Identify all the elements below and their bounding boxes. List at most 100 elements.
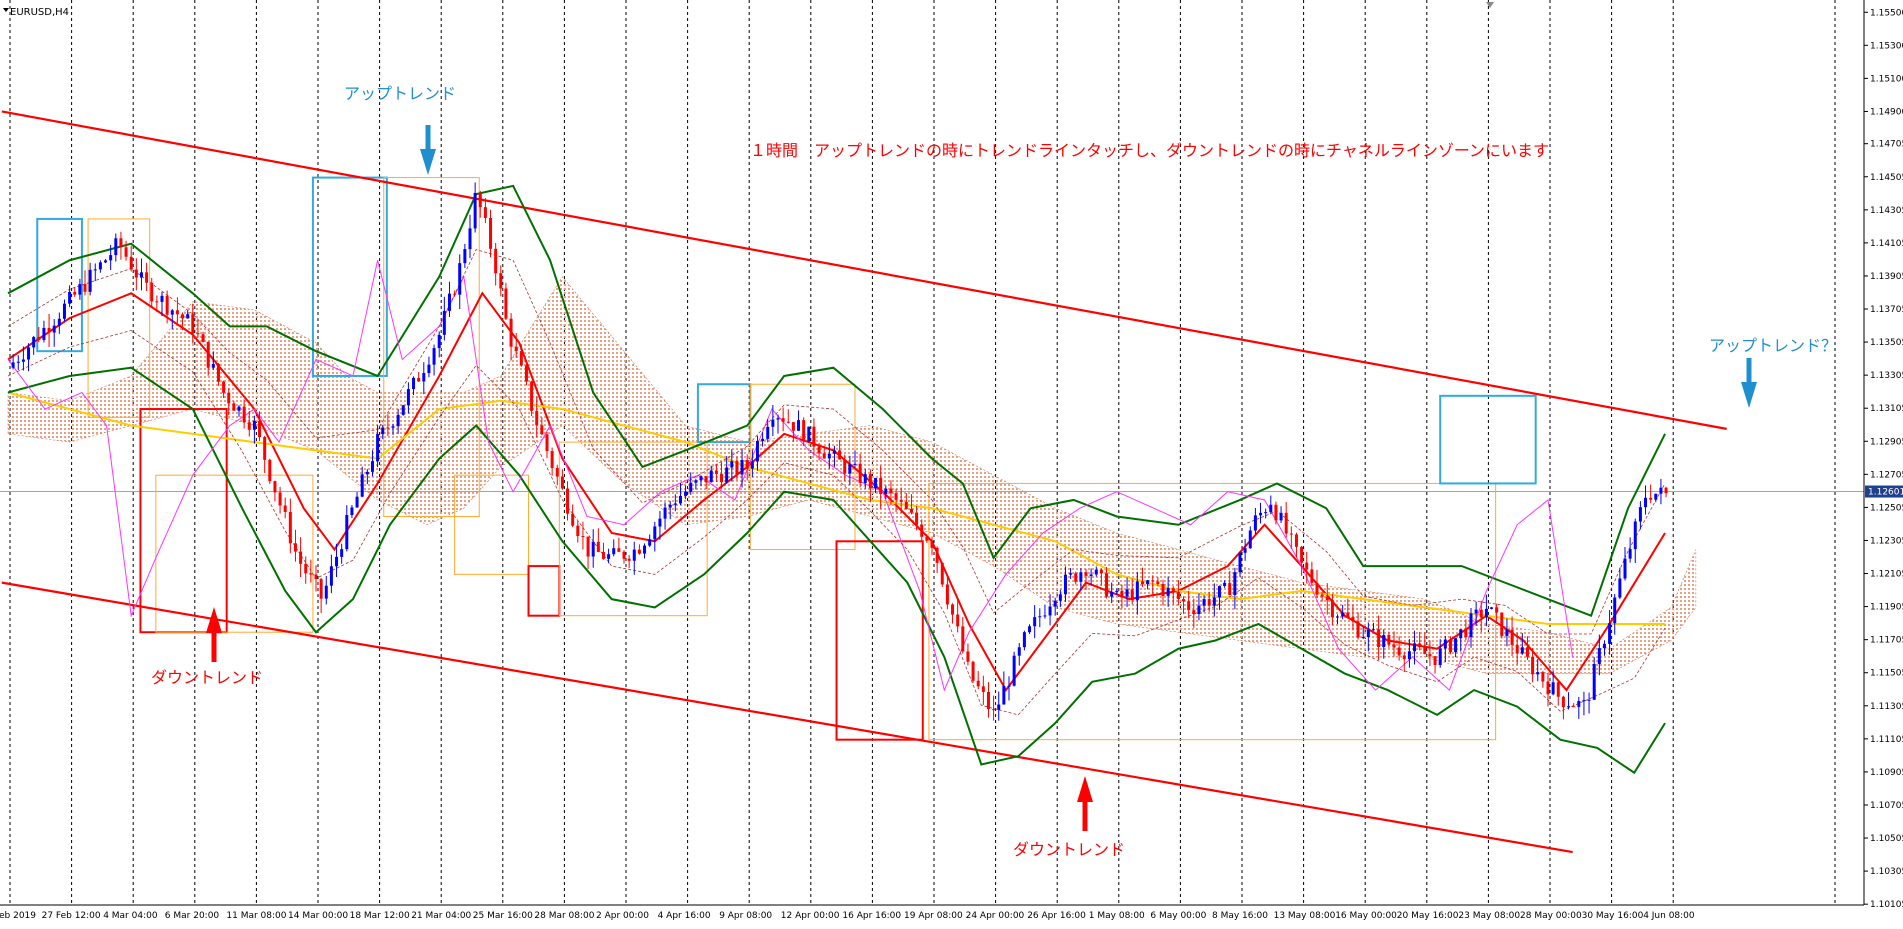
x-tick-label: 1 May 08:00 xyxy=(1089,911,1145,921)
candle-body xyxy=(607,554,611,559)
candle-body xyxy=(1659,487,1663,494)
candle-body xyxy=(1413,643,1417,652)
candle-body xyxy=(62,303,66,319)
candle-body xyxy=(1320,594,1324,597)
candle-body xyxy=(596,541,600,552)
candle-body xyxy=(956,614,960,627)
candle-body xyxy=(216,363,220,382)
candle-body xyxy=(997,704,1001,710)
candle-body xyxy=(766,426,770,439)
candle-body xyxy=(586,536,590,557)
orange-zone-box xyxy=(383,177,480,517)
candle-body xyxy=(1094,569,1098,575)
candle-body xyxy=(175,310,179,315)
x-tick-label: 28 Mar 08:00 xyxy=(534,911,594,921)
candle-body xyxy=(560,476,564,489)
candle-body xyxy=(350,507,354,516)
candle-body xyxy=(1351,616,1355,622)
up-zone-box xyxy=(311,176,388,377)
candle-body xyxy=(673,503,677,505)
y-tick-label: 1.14105 xyxy=(1870,239,1903,249)
candle-body xyxy=(504,288,508,319)
candle-body xyxy=(915,512,919,525)
candle-body xyxy=(483,207,487,219)
candle-body xyxy=(1033,617,1037,627)
candle-body xyxy=(119,238,123,248)
candle-body xyxy=(1207,599,1211,606)
uptrend-label-top: アップトレンド xyxy=(344,84,456,103)
candle-body xyxy=(812,426,816,447)
candle-body xyxy=(591,541,595,557)
candle-body xyxy=(720,473,724,483)
candle-body xyxy=(478,192,482,208)
candle-body xyxy=(232,403,236,411)
candle-body xyxy=(1448,639,1452,653)
candle-body xyxy=(1613,597,1617,624)
bollinger-lower-line xyxy=(7,366,1666,775)
candle-body xyxy=(1536,672,1540,675)
candle-body xyxy=(781,418,785,422)
candles xyxy=(11,182,1668,721)
y-tick-label: 1.13505 xyxy=(1870,338,1903,348)
candle-body xyxy=(1644,497,1648,508)
candle-body xyxy=(145,272,149,283)
candle-body xyxy=(1259,512,1263,516)
candle-body xyxy=(222,381,226,393)
y-tick-label: 1.12505 xyxy=(1870,503,1903,513)
candle-body xyxy=(1484,608,1488,618)
candle-body xyxy=(335,556,339,567)
candle-body xyxy=(381,427,385,435)
x-tick-label: 21 Mar 04:00 xyxy=(411,911,471,921)
x-tick-label: 28 May 00:00 xyxy=(1520,911,1582,921)
current-price-text: 1.12601 xyxy=(1868,488,1903,498)
candle-body xyxy=(966,651,970,662)
candle-body xyxy=(1490,607,1494,609)
candle-body xyxy=(1407,651,1411,660)
candle-body xyxy=(1166,588,1170,596)
candle-body xyxy=(699,476,703,481)
candle-body xyxy=(545,434,549,452)
symbol-label: EURUSD,H4 xyxy=(10,7,69,18)
candle-body xyxy=(1110,592,1114,597)
candle-body xyxy=(740,459,744,475)
candle-body xyxy=(909,508,913,513)
x-tick-label: 26 Apr 16:00 xyxy=(1027,911,1086,921)
candle-body xyxy=(668,504,672,508)
candle-body xyxy=(37,337,41,340)
candle-body xyxy=(124,247,128,257)
orange-zone-box xyxy=(87,218,151,418)
candle-body xyxy=(1587,699,1591,701)
candle-body xyxy=(104,260,108,263)
candle-body xyxy=(1464,629,1468,638)
x-tick-label: 30 May 16:00 xyxy=(1582,911,1644,921)
candle-body xyxy=(663,507,667,519)
candle-body xyxy=(1217,585,1221,598)
candle-body xyxy=(1628,549,1632,559)
candle-body xyxy=(1387,634,1391,645)
candle-body xyxy=(458,263,462,295)
candle-body xyxy=(874,477,878,489)
candle-body xyxy=(1433,656,1437,666)
x-tick-label: 12 Apr 00:00 xyxy=(781,911,840,921)
candle-body xyxy=(304,563,308,574)
candle-body xyxy=(622,551,626,559)
candle-body xyxy=(1063,574,1067,595)
lower-channel-line-line xyxy=(1,581,1573,854)
candle-body xyxy=(1541,672,1545,682)
candle-body xyxy=(499,273,503,289)
candle-body xyxy=(1058,594,1062,601)
y-tick-label: 1.11905 xyxy=(1870,603,1903,613)
candle-body xyxy=(684,491,688,496)
candle-body xyxy=(1022,632,1026,648)
candle-body xyxy=(853,463,857,465)
candle-body xyxy=(1561,696,1565,708)
candle-body xyxy=(201,334,205,342)
candle-body xyxy=(637,549,641,554)
candle-body xyxy=(1202,599,1206,606)
y-tick-label: 1.11305 xyxy=(1870,702,1903,712)
candle-body xyxy=(165,295,169,315)
candle-body xyxy=(1228,582,1232,595)
candle-body xyxy=(992,709,996,711)
candle-body xyxy=(771,419,775,427)
